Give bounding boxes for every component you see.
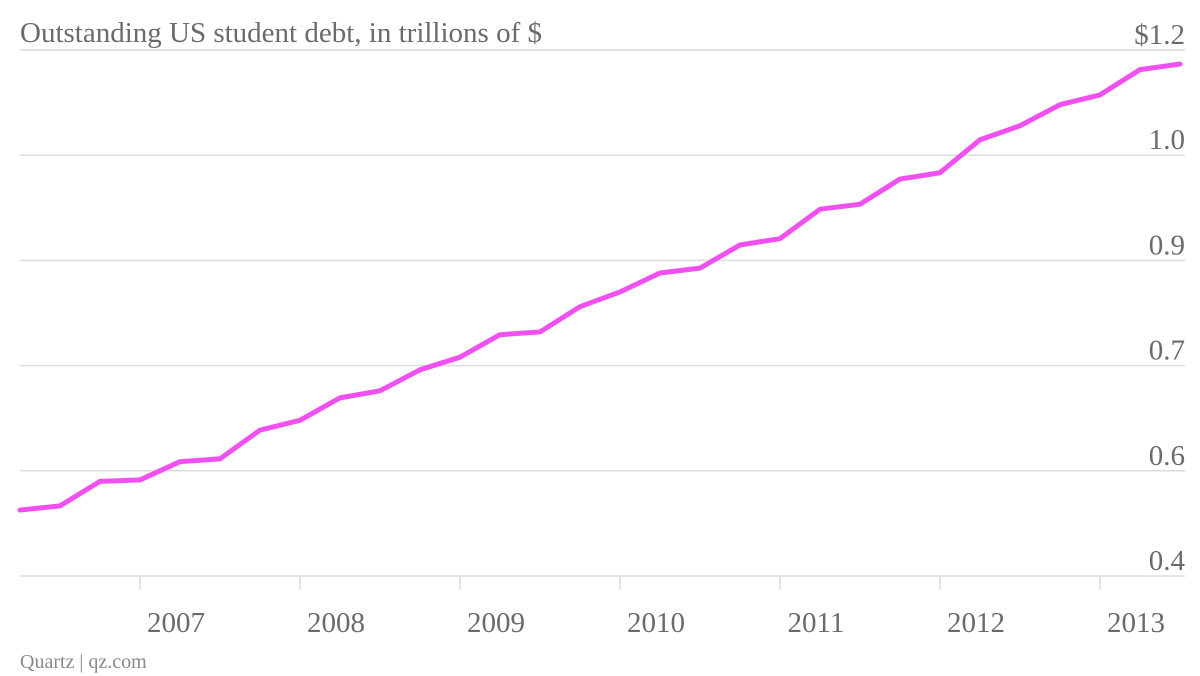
- y-tick-label: 0.7: [1149, 335, 1185, 367]
- chart-title: Outstanding US student debt, in trillion…: [20, 17, 542, 49]
- y-tick-label: 1.0: [1149, 124, 1185, 156]
- source: Quartz | qz.com: [20, 651, 147, 673]
- x-tick-label: 2008: [307, 607, 365, 639]
- x-tick-label: 2007: [147, 607, 205, 639]
- x-tick-label: 2009: [467, 607, 525, 639]
- y-tick-label: 0.9: [1149, 229, 1185, 261]
- y-tick-label: 0.4: [1149, 545, 1186, 577]
- x-tick-label: 2013: [1107, 607, 1165, 639]
- y-tick-label: 0.6: [1149, 440, 1185, 472]
- y-tick-label: $1.2: [1134, 19, 1185, 51]
- data-line: [17, 61, 1183, 513]
- x-tick-label: 2011: [788, 607, 845, 639]
- x-tick-label: 2010: [627, 607, 685, 639]
- x-tick-label: 2012: [947, 607, 1005, 639]
